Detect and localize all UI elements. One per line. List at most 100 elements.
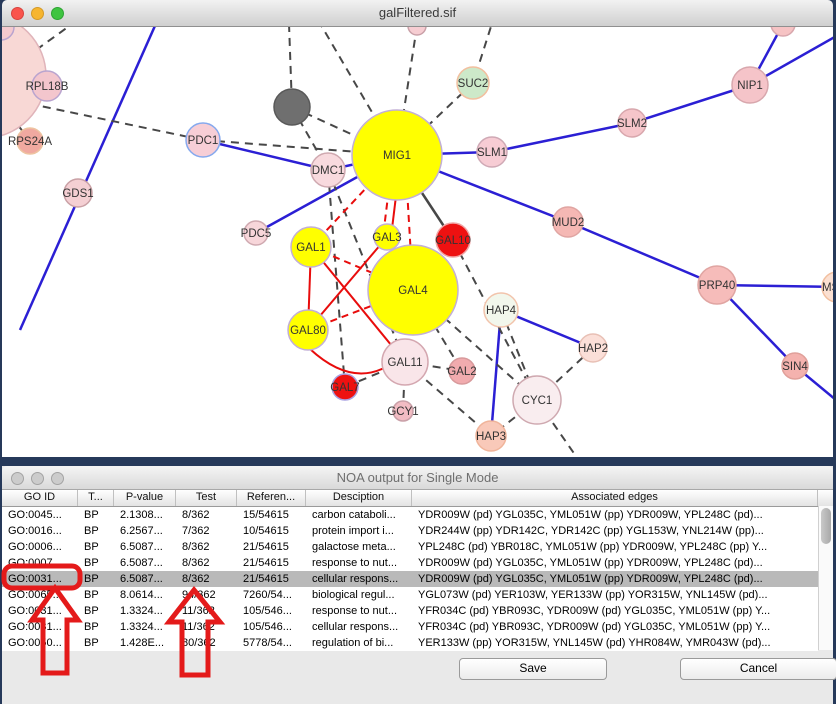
node-pdc5[interactable]: PDC5 xyxy=(241,220,272,246)
cell: cellular respons... xyxy=(312,621,399,633)
node-label: GAL10 xyxy=(435,235,471,247)
table-row[interactable]: GO:0031... BP 1.3324... 11/362 105/546... res… xyxy=(2,603,818,619)
table-row[interactable]: GO:0007... BP 6.5087... 8/362 21/54615 respon… xyxy=(2,555,818,571)
node-gal1[interactable]: GAL1 xyxy=(290,226,332,268)
node-label: RPS24A xyxy=(8,136,52,148)
cell: GO:0031... xyxy=(8,573,62,585)
node-prp40[interactable]: PRP40 xyxy=(697,265,737,305)
edge-dash[interactable] xyxy=(2,95,204,141)
cell: 105/546... xyxy=(243,621,292,633)
node-suc2[interactable]: SUC2 xyxy=(456,66,490,100)
node-label: SUC2 xyxy=(458,78,489,90)
noa-window-titlebar[interactable]: NOA output for Single Mode xyxy=(2,466,833,490)
table-row[interactable]: GO:0065... BP 8.0614... 94/362 7260/54... bio… xyxy=(2,587,818,603)
network-graph: RPL18B RPS24A GDS1 PDC1 MIG1 SUC2 SLM1 SLM2 NIP1… xyxy=(2,27,833,457)
column-header-referen[interactable]: Referen... xyxy=(237,490,306,506)
node-unlabeled[interactable] xyxy=(273,88,311,126)
node-label: GAL4 xyxy=(398,285,428,297)
node-hap4[interactable]: HAP4 xyxy=(483,292,519,328)
vertical-scrollbar[interactable] xyxy=(818,506,833,650)
column-header-associatededges[interactable]: Associated edges xyxy=(412,490,818,506)
node-gds1[interactable]: GDS1 xyxy=(62,178,94,208)
scrollbar-thumb[interactable] xyxy=(821,508,831,544)
zoom-button[interactable] xyxy=(51,7,64,20)
edge-dash[interactable] xyxy=(202,139,398,156)
minimize-button[interactable] xyxy=(31,7,44,20)
edge-blue[interactable] xyxy=(18,27,162,331)
zoom-button[interactable] xyxy=(51,472,64,485)
column-header-pvalue[interactable]: P-value xyxy=(114,490,176,506)
noa-output-window: NOA output for Single Mode GO ID T... P-va… xyxy=(2,466,836,704)
table-row[interactable]: GO:0050... BP 1.428E... 80/362 5778/54... reg… xyxy=(2,635,818,651)
node-slm1[interactable]: SLM1 xyxy=(476,136,508,168)
node-hap3[interactable]: HAP3 xyxy=(475,420,507,452)
node-unlabeled[interactable] xyxy=(2,27,15,41)
cell: 10/54615 xyxy=(243,525,289,537)
save-button[interactable]: Save xyxy=(459,658,607,680)
node-gal4[interactable]: GAL4 xyxy=(367,244,459,336)
column-header-test[interactable]: Test xyxy=(176,490,237,506)
node-gal7[interactable]: GAL7 xyxy=(330,373,360,401)
cell: 11/362 xyxy=(182,621,215,633)
column-header-desciption[interactable]: Desciption xyxy=(306,490,412,506)
edge-reddash[interactable] xyxy=(310,154,398,248)
cell: 15/54615 xyxy=(243,509,289,521)
node-mig1[interactable]: MIG1 xyxy=(351,109,443,201)
cell: 1.3324... xyxy=(120,605,163,617)
node-hap2[interactable]: HAP2 xyxy=(578,333,608,363)
node-nip1[interactable]: NIP1 xyxy=(731,66,769,104)
edge-blue[interactable] xyxy=(489,309,503,437)
edge-blue[interactable] xyxy=(716,283,833,289)
node-label: GAL2 xyxy=(447,366,476,378)
edge-blue[interactable] xyxy=(202,138,329,172)
column-header-t[interactable]: T... xyxy=(78,490,114,506)
table-row[interactable]: GO:0016... BP 6.2567... 7/362 10/54615 protei… xyxy=(2,523,818,539)
cancel-button[interactable]: Cancel xyxy=(680,658,836,680)
edge-dash[interactable] xyxy=(536,399,580,457)
node-unlabeled[interactable] xyxy=(770,27,796,37)
table-row[interactable]: GO:0031... BP 6.5087... 8/362 21/54615 cellul… xyxy=(2,571,818,587)
node-gal80[interactable]: GAL80 xyxy=(287,309,329,351)
node-gal10[interactable]: GAL10 xyxy=(435,222,471,258)
cell: GO:0031... xyxy=(8,605,62,617)
table-row[interactable]: GO:0045... BP 2.1308... 8/362 15/54615 carbon… xyxy=(2,507,818,523)
node-gal3[interactable]: GAL3 xyxy=(372,223,402,251)
node-label: CYC1 xyxy=(522,395,553,407)
minimize-button[interactable] xyxy=(31,472,44,485)
edge-blue[interactable] xyxy=(491,121,633,154)
close-button[interactable] xyxy=(11,472,24,485)
network-canvas[interactable]: RPL18B RPS24A GDS1 PDC1 MIG1 SUC2 SLM1 SLM2 NIP1… xyxy=(2,27,833,457)
edge-blue[interactable] xyxy=(567,220,718,287)
node-label: GAL3 xyxy=(372,232,401,244)
node-rpl18b[interactable]: RPL18B xyxy=(26,70,69,102)
cell: cellular respons... xyxy=(312,573,399,585)
node-cyc1[interactable]: CYC1 xyxy=(512,375,562,425)
node-gal11[interactable]: GAL11 xyxy=(381,338,429,386)
node-msl1[interactable]: MSL1 xyxy=(821,271,833,303)
node-gal2[interactable]: GAL2 xyxy=(447,357,477,385)
close-button[interactable] xyxy=(11,7,24,20)
node-gcy1[interactable]: GCY1 xyxy=(387,400,419,422)
table-row[interactable]: GO:0006... BP 6.5087... 8/362 21/54615 galact… xyxy=(2,539,818,555)
node-slm2[interactable]: SLM2 xyxy=(617,108,647,138)
cell: 8/362 xyxy=(182,557,210,569)
edge-red[interactable] xyxy=(310,246,406,363)
cell: 6.5087... xyxy=(120,541,163,553)
network-window-titlebar[interactable]: galFiltered.sif xyxy=(2,0,833,27)
edge-red[interactable] xyxy=(309,348,385,375)
cell: 8/362 xyxy=(182,573,210,585)
edge-dash[interactable] xyxy=(344,361,406,388)
node-dmc1[interactable]: DMC1 xyxy=(310,152,346,188)
node-pdc1[interactable]: PDC1 xyxy=(185,122,221,158)
node-rps24a[interactable]: RPS24A xyxy=(8,127,52,155)
node-label: HAP3 xyxy=(476,431,506,443)
node-mud2[interactable]: MUD2 xyxy=(552,206,585,238)
edge-blue[interactable] xyxy=(631,83,751,125)
table-row[interactable]: GO:0031... BP 1.3324... 11/362 105/546... cel… xyxy=(2,619,818,635)
node-unlabeled[interactable] xyxy=(407,27,427,36)
edge-dash[interactable] xyxy=(396,27,418,156)
column-header-goid[interactable]: GO ID xyxy=(2,490,78,506)
network-window: galFiltered.sif RPL18B RPS24A GDS1 PDC1 MIG1… xyxy=(2,0,833,457)
edge-dash[interactable] xyxy=(291,106,398,156)
node-sin4[interactable]: SIN4 xyxy=(781,352,809,380)
